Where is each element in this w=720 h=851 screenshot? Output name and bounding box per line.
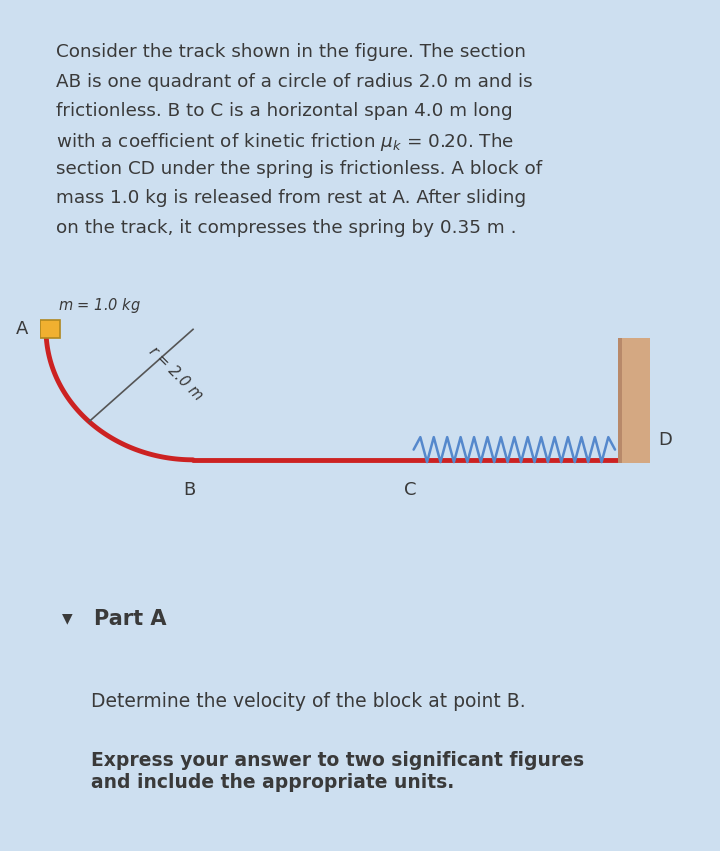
Text: Express your answer to two significant figures
and include the appropriate units: Express your answer to two significant f… xyxy=(91,751,584,792)
Text: B: B xyxy=(184,482,196,500)
Text: ▼: ▼ xyxy=(62,612,73,625)
Text: A: A xyxy=(16,320,28,339)
Text: Consider the track shown in the figure. The section: Consider the track shown in the figure. … xyxy=(55,43,526,61)
Bar xyxy=(618,338,650,463)
Text: C: C xyxy=(404,482,417,500)
Text: section CD under the spring is frictionless. A block of: section CD under the spring is frictionl… xyxy=(55,160,541,178)
Text: AB is one quadrant of a circle of radius 2.0 m and is: AB is one quadrant of a circle of radius… xyxy=(55,72,532,91)
Bar xyxy=(40,320,60,339)
Text: mass 1.0 kg is released from rest at A. After sliding: mass 1.0 kg is released from rest at A. … xyxy=(55,190,526,208)
Text: Part A: Part A xyxy=(94,608,166,629)
Text: with a coefficient of kinetic friction $\mu_k$ = 0.20. The: with a coefficient of kinetic friction $… xyxy=(55,131,513,153)
Text: Determine the velocity of the block at point B.: Determine the velocity of the block at p… xyxy=(91,693,526,711)
Text: D: D xyxy=(658,431,672,449)
Text: $r$ = 2.0 m: $r$ = 2.0 m xyxy=(145,343,207,404)
Text: frictionless. B to C is a horizontal span 4.0 m long: frictionless. B to C is a horizontal spa… xyxy=(55,102,512,120)
Text: on the track, it compresses the spring by 0.35 m .: on the track, it compresses the spring b… xyxy=(55,219,516,237)
Bar xyxy=(618,338,622,463)
Text: $m$ = 1.0 kg: $m$ = 1.0 kg xyxy=(58,296,140,315)
